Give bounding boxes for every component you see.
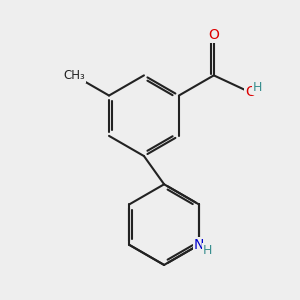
Text: H: H xyxy=(253,81,262,94)
Text: CH₃: CH₃ xyxy=(63,69,85,82)
Text: N: N xyxy=(194,238,204,252)
Text: O: O xyxy=(208,28,219,42)
Text: O: O xyxy=(245,85,256,99)
Text: H: H xyxy=(203,244,213,257)
